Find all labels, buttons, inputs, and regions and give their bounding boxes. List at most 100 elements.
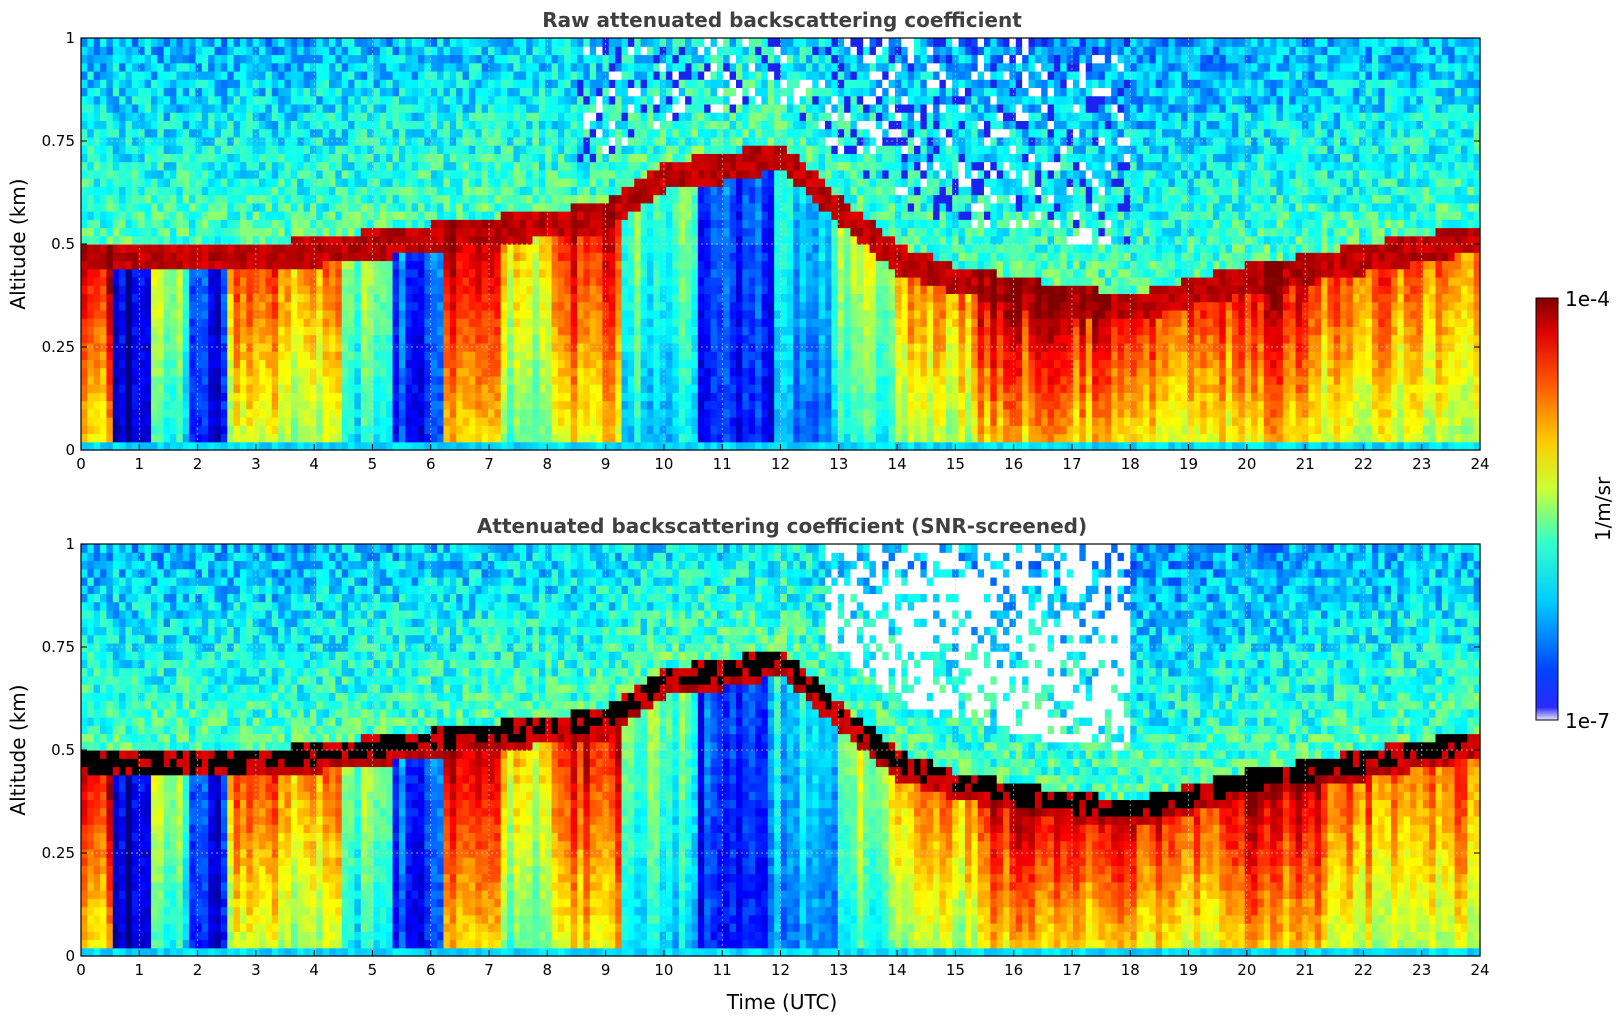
heatmap-cell	[386, 252, 394, 262]
heatmap-cell	[290, 87, 298, 97]
heatmap-cell	[367, 178, 375, 187]
heatmap-cell	[278, 95, 286, 105]
heatmap-cell	[284, 178, 292, 187]
heatmap-cell	[189, 145, 197, 154]
heatmap-cell	[189, 276, 197, 286]
heatmap-cell	[551, 87, 559, 97]
heatmap-cell	[697, 79, 705, 89]
heatmap-cell	[303, 268, 311, 278]
heatmap-cell	[507, 87, 515, 97]
heatmap-cell	[564, 392, 572, 402]
heatmap-cell	[418, 384, 425, 393]
heatmap-cell	[653, 392, 661, 402]
heatmap-cell	[100, 128, 108, 138]
heatmap-cell	[704, 145, 712, 154]
heatmap-cell	[227, 417, 235, 426]
heatmap-cell	[239, 244, 247, 253]
heatmap-cell	[583, 334, 591, 344]
heatmap-cell	[392, 433, 400, 443]
heatmap-cell	[93, 54, 101, 64]
heatmap-cell	[519, 334, 527, 344]
heatmap-cell	[144, 301, 152, 311]
heatmap-cell	[405, 417, 413, 426]
heatmap-cell	[144, 235, 152, 245]
heatmap-cell	[532, 293, 540, 303]
heatmap-cell	[646, 169, 654, 179]
heatmap-cell	[583, 375, 591, 385]
heatmap-cell	[481, 202, 489, 212]
heatmap-cell	[386, 433, 394, 443]
heatmap-cell	[87, 38, 95, 47]
heatmap-cell	[526, 408, 534, 418]
heatmap-cell	[290, 211, 298, 220]
heatmap-cell	[335, 318, 343, 327]
heatmap-cell	[392, 309, 400, 319]
heatmap-cell	[284, 268, 292, 278]
heatmap-cell	[106, 186, 114, 196]
heatmap-cell	[309, 178, 317, 187]
heatmap-cell	[405, 433, 413, 443]
heatmap-cell	[564, 268, 572, 278]
heatmap-cell	[322, 268, 330, 278]
heatmap-cell	[335, 211, 343, 220]
heatmap-cell	[170, 359, 177, 369]
heatmap-cell	[195, 441, 203, 451]
heatmap-cell	[360, 202, 368, 212]
heatmap-cell	[227, 433, 235, 443]
heatmap-cell	[437, 54, 445, 64]
heatmap-cell	[449, 318, 457, 327]
heatmap-cell	[373, 400, 381, 410]
heatmap-cell	[691, 169, 699, 179]
heatmap-cell	[437, 351, 445, 360]
heatmap-cell	[557, 408, 565, 418]
heatmap-cell	[456, 318, 464, 327]
heatmap-cell	[348, 87, 356, 97]
heatmap-cell	[157, 260, 165, 270]
heatmap-cell	[411, 161, 419, 171]
heatmap-cell	[678, 161, 686, 171]
heatmap-cell	[367, 408, 375, 418]
heatmap-cell	[150, 38, 158, 47]
heatmap-cell	[615, 276, 623, 286]
heatmap-cell	[150, 408, 158, 418]
heatmap-cell	[100, 112, 108, 121]
heatmap-cell	[297, 87, 305, 97]
heatmap-cell	[418, 392, 425, 402]
heatmap-cell	[157, 433, 165, 443]
heatmap-cell	[405, 260, 413, 270]
heatmap-cell	[685, 186, 693, 196]
heatmap-cell	[602, 276, 610, 286]
heatmap-cell	[557, 276, 565, 286]
heatmap-cell	[710, 145, 718, 154]
heatmap-cell	[557, 128, 565, 138]
heatmap-cell	[373, 227, 381, 237]
heatmap-cell	[468, 417, 476, 426]
heatmap-cell	[87, 136, 95, 146]
heatmap-cell	[201, 392, 209, 402]
heatmap-cell	[672, 425, 680, 435]
heatmap-cell	[557, 227, 565, 237]
heatmap-cell	[182, 417, 190, 426]
heatmap-cell	[278, 392, 286, 402]
heatmap-cell	[411, 227, 419, 237]
heatmap-cell	[316, 62, 324, 72]
heatmap-cell	[481, 359, 489, 369]
heatmap-cell	[208, 38, 216, 47]
heatmap-cell	[659, 186, 667, 196]
heatmap-cell	[131, 384, 139, 393]
heatmap-cell	[640, 417, 648, 426]
heatmap-cell	[640, 62, 648, 72]
heatmap-cell	[405, 384, 413, 393]
heatmap-cell	[316, 334, 324, 344]
heatmap-cell	[170, 252, 177, 262]
heatmap-cell	[87, 260, 95, 270]
heatmap-cell	[398, 359, 406, 369]
heatmap-cell	[144, 38, 152, 47]
heatmap-cell	[290, 334, 298, 344]
heatmap-cell	[697, 202, 705, 212]
heatmap-cell	[265, 202, 273, 212]
heatmap-cell	[322, 293, 330, 303]
heatmap-cell	[144, 318, 152, 327]
heatmap-cell	[341, 103, 349, 113]
heatmap-cell	[87, 54, 95, 64]
